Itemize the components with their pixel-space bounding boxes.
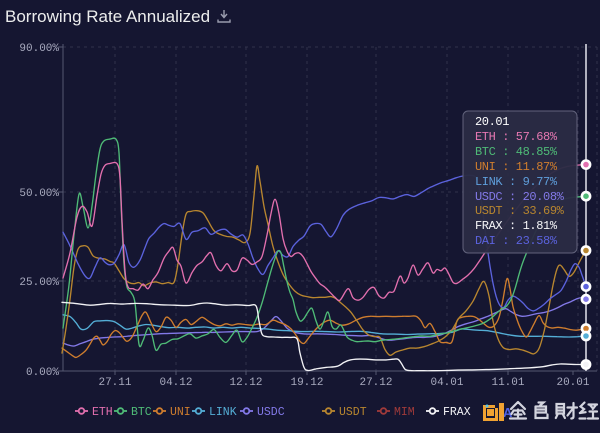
svg-text:USDC: USDC <box>257 406 285 419</box>
svg-text:DAI : 23.58%: DAI : 23.58% <box>475 234 558 248</box>
svg-text:FRAX : 1.81%: FRAX : 1.81% <box>475 219 558 233</box>
svg-text:UNI : 11.87%: UNI : 11.87% <box>475 160 558 174</box>
svg-text:USDC : 20.08%: USDC : 20.08% <box>475 190 565 204</box>
svg-text:FRAX: FRAX <box>443 406 471 419</box>
svg-text:04.01: 04.01 <box>430 377 463 389</box>
svg-text:MIM: MIM <box>394 406 415 419</box>
svg-text:90.00%: 90.00% <box>19 43 59 55</box>
svg-text:USDT : 33.69%: USDT : 33.69% <box>475 204 565 218</box>
svg-text:Borrowing Rate Annualized: Borrowing Rate Annualized <box>5 7 210 26</box>
svg-text:LINK : 9.77%: LINK : 9.77% <box>475 175 558 189</box>
svg-text:04.12: 04.12 <box>159 377 192 389</box>
svg-text:0.00%: 0.00% <box>26 367 59 379</box>
svg-text:UNI: UNI <box>170 406 191 419</box>
svg-text:ETH: ETH <box>92 406 113 419</box>
svg-text:27.12: 27.12 <box>359 377 392 389</box>
svg-text:A: A <box>503 405 513 420</box>
svg-text:25.00%: 25.00% <box>19 277 59 289</box>
svg-text:LINK: LINK <box>209 406 237 419</box>
svg-text:11.01: 11.01 <box>491 377 524 389</box>
svg-text:20.01: 20.01 <box>475 115 509 129</box>
svg-text:19.12: 19.12 <box>290 377 323 389</box>
svg-text:BTC: BTC <box>131 406 152 419</box>
svg-text:USDT: USDT <box>339 406 367 419</box>
svg-text:50.00%: 50.00% <box>19 188 59 200</box>
svg-text:20.01: 20.01 <box>556 377 589 389</box>
svg-text:BTC : 48.85%: BTC : 48.85% <box>475 145 558 159</box>
svg-text:12.12: 12.12 <box>229 377 262 389</box>
svg-text:ETH : 57.68%: ETH : 57.68% <box>475 130 558 144</box>
svg-text:27.11: 27.11 <box>98 377 131 389</box>
